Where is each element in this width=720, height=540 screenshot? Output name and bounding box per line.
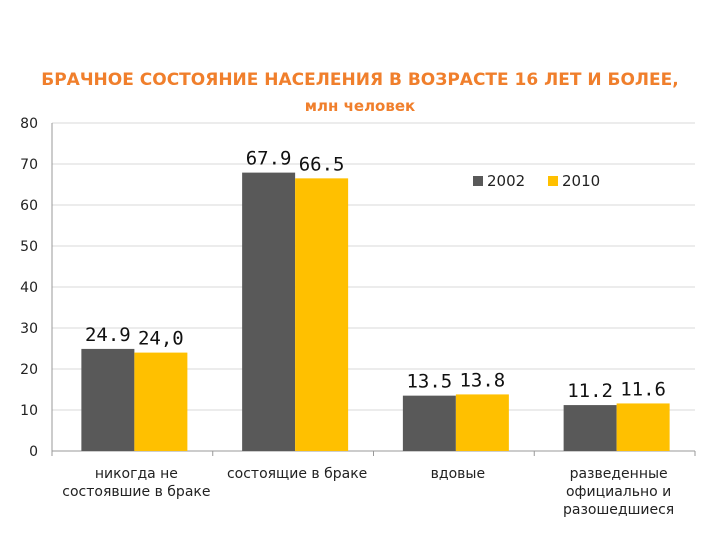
bar	[295, 178, 349, 451]
bar	[616, 403, 670, 451]
data-label: 24,0	[138, 328, 184, 350]
y-tick-label: 0	[29, 444, 38, 460]
bar	[81, 348, 135, 451]
data-label: 13.8	[459, 369, 505, 391]
category-label: вдовые	[431, 466, 485, 482]
category-label-line: состоявшие в браке	[62, 484, 210, 500]
y-tick-label: 30	[20, 321, 38, 337]
legend-label: 2002	[487, 172, 525, 190]
bar	[402, 395, 456, 451]
category-label-line: состоящие в браке	[227, 466, 367, 482]
data-label: 11.6	[620, 378, 666, 400]
y-tick-label: 50	[20, 239, 38, 255]
y-tick-label: 80	[20, 116, 38, 132]
category-label-line: разошедшиеся	[563, 502, 674, 518]
legend-swatch	[548, 176, 558, 186]
category-label-line: никогда не	[95, 466, 178, 482]
data-label: 66.5	[299, 153, 345, 175]
bar	[455, 394, 509, 451]
bar	[242, 172, 296, 452]
legend-label: 2010	[562, 172, 600, 190]
chart-subtitle: млн человек	[304, 97, 416, 115]
chart-title: БРАЧНОЕ СОСТОЯНИЕ НАСЕЛЕНИЯ В ВОЗРАСТЕ 1…	[41, 70, 679, 90]
data-label: 11.2	[567, 380, 613, 402]
category-label-line: вдовые	[431, 466, 485, 482]
category-label: состоящие в браке	[227, 466, 367, 482]
y-tick-label: 70	[20, 157, 38, 173]
data-label: 24.9	[85, 324, 131, 346]
y-tick-label: 10	[20, 403, 38, 419]
data-label: 67.9	[246, 148, 292, 170]
category-label: никогда не состоявшие в браке	[62, 466, 210, 500]
y-tick-label: 40	[20, 280, 38, 296]
bar	[134, 352, 188, 451]
data-label: 13.5	[406, 371, 452, 393]
category-label: разведенные официально и разошедшиеся	[563, 466, 674, 518]
y-tick-label: 20	[20, 362, 38, 378]
bar	[563, 405, 617, 451]
category-label-line: официально и	[566, 484, 671, 500]
category-label-line: разведенные	[570, 466, 668, 482]
y-tick-label: 60	[20, 198, 38, 214]
legend-swatch	[473, 176, 483, 186]
